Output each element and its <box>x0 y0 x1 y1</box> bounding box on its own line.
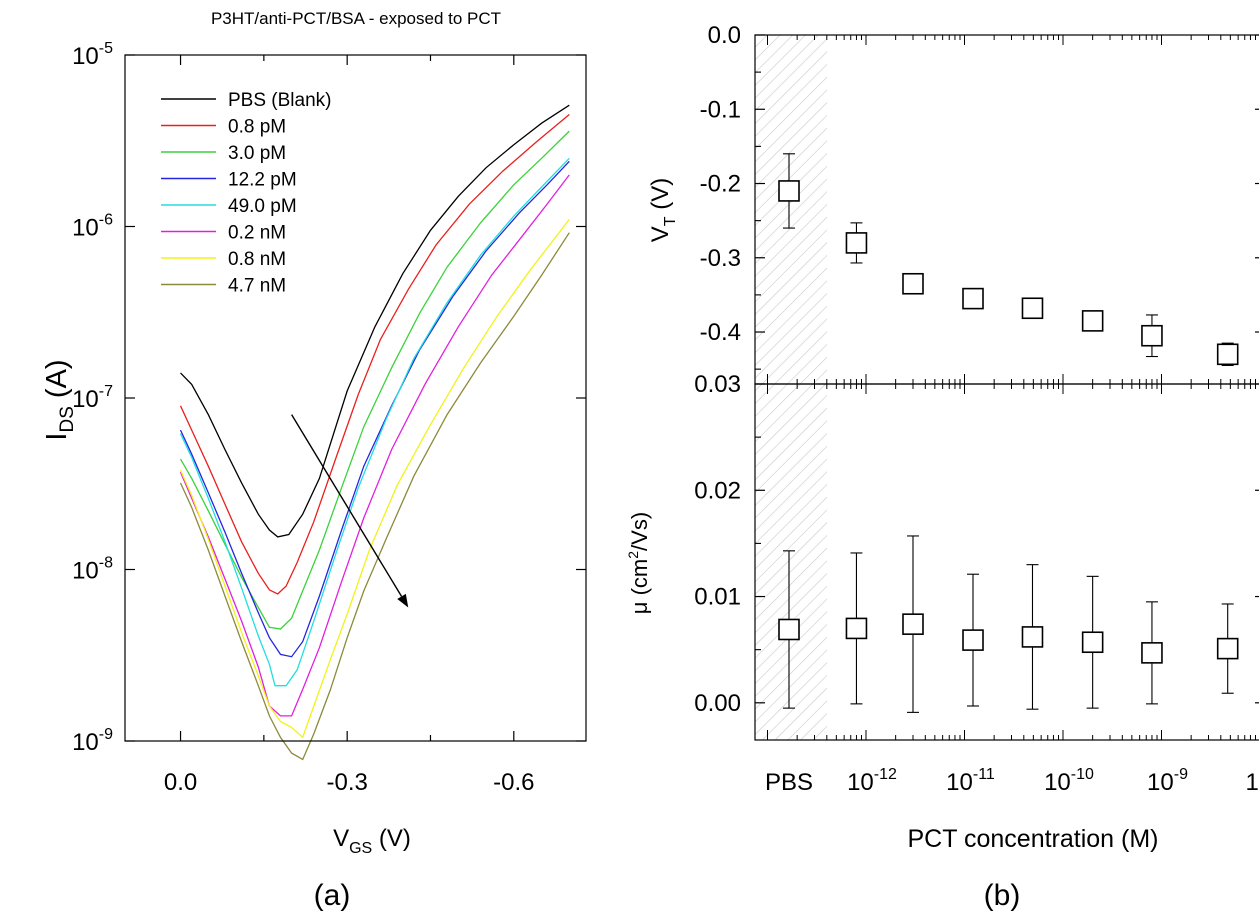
legend-label: 4.7 nM <box>228 276 286 297</box>
mu-marker <box>1021 626 1044 648</box>
iv-curve <box>179 160 570 658</box>
legend-label: 3.0 pM <box>228 143 286 164</box>
iv-curve <box>179 174 570 717</box>
x-tick-label-b-exp: -12 <box>874 766 897 783</box>
vt-marker <box>1141 324 1163 347</box>
y-tick-label-a-exp: -9 <box>99 726 113 743</box>
legend-label: 0.2 nM <box>228 223 286 244</box>
legend-label: 49.0 pM <box>228 196 297 217</box>
vt-marker <box>778 180 800 202</box>
legend-label: 12.2 pM <box>228 170 297 191</box>
panel-a: P3HT/anti-PCT/BSA - exposed to PCT 10-91… <box>41 9 587 912</box>
plot-frame-b-top <box>754 34 1259 385</box>
y-tick-label-a-exp: -7 <box>99 383 113 400</box>
panel-a-title: P3HT/anti-PCT/BSA - exposed to PCT <box>211 9 501 28</box>
iv-curve <box>179 232 570 761</box>
x-tick-label-b-base: 10 <box>946 769 973 796</box>
mu-marker <box>902 613 924 635</box>
legend-label: 0.8 nM <box>228 249 286 270</box>
mu-marker <box>1216 637 1239 660</box>
y-tick-label-a-base: 10 <box>72 215 99 242</box>
y-tick-label-a-base: 10 <box>72 558 99 585</box>
iv-curve <box>179 157 570 687</box>
panel-b-label: (b) <box>984 879 1021 912</box>
mu-marker <box>1081 631 1104 654</box>
trend-arrowhead <box>397 593 409 608</box>
x-tick-label-b: 10-11 <box>946 766 995 796</box>
x-tick-label-b: 10-12 <box>847 766 897 796</box>
y-axis-vt-label: VT (V) <box>647 178 679 242</box>
y-axis-mu-ticks: 0.00 0.01 0.02 0.03 <box>694 371 1259 717</box>
mu-marker <box>1141 642 1163 664</box>
x-tick-label-b: 10-10 <box>1044 766 1094 796</box>
panel-a-label: (a) <box>314 879 351 912</box>
iv-curves <box>179 104 570 761</box>
iv-curve <box>180 104 570 538</box>
vt-marker <box>962 287 984 310</box>
mu-tick-label: 0.03 <box>694 371 741 398</box>
x-axis-a-ticks: 0.0 -0.3 -0.6 <box>164 55 534 796</box>
legend-label: PBS (Blank) <box>228 90 331 111</box>
x-tick-label-a: -0.3 <box>326 769 367 796</box>
vt-tick-label: -0.2 <box>700 171 741 198</box>
legend-a: PBS (Blank) 0.8 pM 3.0 pM 12.2 pM 49.0 pM 0.2… <box>161 90 331 297</box>
vt-tick-label: -0.4 <box>700 319 741 346</box>
x-tick-label-b-exp: -9 <box>1174 766 1188 783</box>
x-tick-label-b: 10-9 <box>1147 766 1188 796</box>
y-tick-label-a-exp: -8 <box>99 555 113 572</box>
vt-marker <box>1216 343 1239 366</box>
x-tick-label-a: -0.6 <box>493 769 534 796</box>
mu-marker <box>778 618 800 641</box>
y-tick-label-a: 10-5 <box>72 40 113 70</box>
trend-arrow <box>291 414 403 597</box>
x-tick-label-b-exp: -11 <box>973 766 995 783</box>
mu-tick-label: 0.02 <box>694 477 741 504</box>
y-tick-label-a-base: 10 <box>72 43 99 70</box>
vt-marker <box>902 272 924 295</box>
plot-frame-b-bottom <box>754 383 1259 741</box>
y-axis-a-label: IDS (A) <box>41 359 78 440</box>
x-tick-label-b-base: 10 <box>1246 769 1259 796</box>
y-tick-label-a-exp: -5 <box>99 40 113 57</box>
y-axis-a-ticks: 10-910-810-710-610-5 <box>72 40 586 756</box>
panel-b: 0.0 -0.1 -0.2 -0.3 -0.4 0.00 0.01 0.02 0.03 PBS… <box>625 22 1259 912</box>
mu-tick-label: 0.01 <box>694 584 741 611</box>
y-tick-label-a-exp: -6 <box>99 212 113 229</box>
y-tick-label-a: 10-6 <box>72 212 113 242</box>
x-axis-a-label: VGS (V) <box>333 825 411 857</box>
y-tick-label-a: 10-9 <box>72 726 113 756</box>
mu-marker <box>845 617 868 640</box>
y-axis-mu-label: μ (cm2/Vs) <box>625 512 652 614</box>
vt-tick-label: 0.0 <box>708 22 741 49</box>
vt-marker <box>845 232 868 254</box>
x-axis-b-label: PCT concentration (M) <box>907 825 1158 853</box>
x-tick-label-a: 0.0 <box>164 769 197 796</box>
x-tick-label-b-base: 10 <box>847 769 874 796</box>
y-tick-label-a-base: 10 <box>72 729 99 756</box>
vt-marker <box>1021 297 1044 320</box>
x-tick-label-pbs: PBS <box>765 769 813 796</box>
iv-curve <box>179 114 570 595</box>
mu-marker <box>962 629 984 651</box>
y-tick-label-a-base: 10 <box>72 386 99 413</box>
x-tick-label-b-base: 10 <box>1147 769 1174 796</box>
x-tick-label-b-base: 10 <box>1044 769 1071 796</box>
vt-marker <box>1081 310 1104 332</box>
vt-tick-label: -0.1 <box>700 96 741 123</box>
vt-tick-label: -0.3 <box>700 245 741 272</box>
x-tick-label-b: 10-8 <box>1246 766 1259 796</box>
mu-tick-label: 0.00 <box>694 690 741 717</box>
iv-curve <box>179 219 570 739</box>
y-axis-vt-ticks: 0.0 -0.1 -0.2 -0.3 -0.4 <box>700 22 1259 370</box>
y-tick-label-a: 10-7 <box>72 383 113 413</box>
legend-label: 0.8 pM <box>228 117 286 138</box>
plot-frame-a <box>124 54 587 742</box>
data-points <box>778 180 1239 664</box>
x-tick-label-b-exp: -10 <box>1071 766 1094 783</box>
y-tick-label-a: 10-8 <box>72 555 113 585</box>
